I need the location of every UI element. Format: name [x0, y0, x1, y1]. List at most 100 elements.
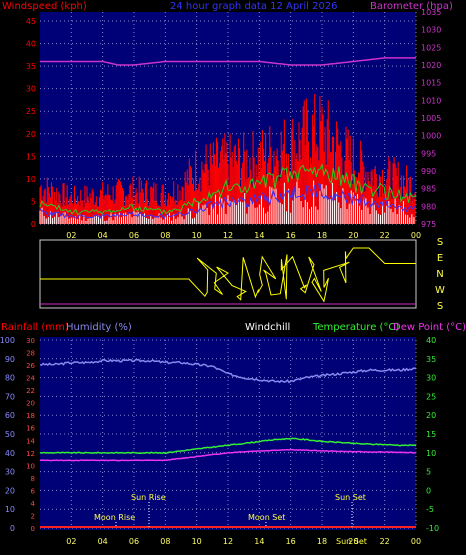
- humidity-y-tick: 26: [26, 362, 35, 370]
- direction-marks: [40, 247, 416, 305]
- windchill-axis-label: Windchill: [245, 322, 290, 333]
- direction-label: S: [437, 237, 443, 248]
- barometer-y-tick: 1020: [421, 61, 441, 70]
- wind-x-tick: 04: [98, 231, 108, 240]
- humidity-y-tick: 20: [26, 400, 35, 408]
- climate-x-tick: 06: [129, 537, 139, 546]
- wind-y-ticks: 0 5 10 15 20 25 30 35 40 45: [26, 17, 36, 229]
- temperature-axis-label: Temperature (°C): [312, 322, 399, 333]
- wind-x-tick: 12: [223, 231, 233, 240]
- temperature-y-tick: 40: [426, 336, 436, 345]
- wind-y-tick: 5: [31, 197, 36, 206]
- wind-y-tick: 20: [26, 130, 36, 139]
- wind-y-tick: 15: [26, 152, 36, 161]
- climate-x-tick: 00: [411, 537, 421, 546]
- rainfall-y-tick: 10: [5, 505, 15, 514]
- climate-x-tick: 20: [348, 537, 358, 546]
- wind-x-tick: 00: [411, 231, 421, 240]
- sun-set-label: Sun Set: [335, 493, 366, 502]
- wind-x-tick: 14: [254, 231, 264, 240]
- climate-x-tick: 12: [223, 537, 233, 546]
- barometer-y-tick: 980: [421, 202, 436, 211]
- wind-x-tick: 06: [129, 231, 139, 240]
- barometer-y-tick: 1010: [421, 96, 441, 105]
- temperature-y-tick: 5: [426, 468, 431, 477]
- wind-x-tick: 20: [348, 231, 358, 240]
- wind-x-tick: 08: [160, 231, 170, 240]
- humidity-y-tick: 24: [26, 375, 35, 383]
- barometer-y-tick: 1005: [421, 114, 441, 123]
- graph-title: 24 hour graph data 12 April 2026: [170, 1, 338, 12]
- temperature-y-tick: 15: [426, 430, 436, 439]
- barometer-axis-label: Barometer (hpa): [370, 1, 453, 12]
- humidity-y-tick: 8: [31, 475, 35, 483]
- humidity-y-tick: 16: [26, 425, 35, 433]
- moon-set-label: Moon Set: [248, 513, 285, 522]
- sun-rise-label: Sun Rise: [131, 493, 166, 502]
- climate-x-tick: 16: [286, 537, 296, 546]
- humidity-y-tick: 6: [31, 487, 36, 495]
- humidity-y-tick: 2: [31, 512, 35, 520]
- temperature-y-tick: 30: [426, 374, 436, 383]
- barometer-y-tick: 1025: [421, 43, 441, 52]
- climate-x-tick: 18: [317, 537, 327, 546]
- barometer-y-tick: 985: [421, 185, 436, 194]
- humidity-y-tick: 28: [26, 350, 35, 358]
- temperature-y-tick: 20: [426, 411, 436, 420]
- rainfall-y-tick: 40: [5, 449, 15, 458]
- rainfall-y-tick: 50: [5, 430, 15, 439]
- wind-y-tick: 0: [31, 220, 36, 229]
- humidity-y-tick: 12: [26, 450, 35, 458]
- humidity-y-tick: 18: [26, 412, 35, 420]
- barometer-y-tick: 1030: [421, 26, 441, 35]
- barometer-y-tick: 1015: [421, 79, 441, 88]
- wind-x-ticks: 02 04 06 08 10 12 14 16 18 20 22 00: [66, 231, 421, 240]
- rainfall-y-tick: 60: [5, 411, 15, 420]
- wind-y-tick: 30: [26, 85, 36, 94]
- climate-x-tick: 10: [192, 537, 202, 546]
- climate-x-tick: 08: [160, 537, 170, 546]
- climate-x-tick: 02: [66, 537, 76, 546]
- rainfall-y-tick: 20: [5, 486, 15, 495]
- wind-x-tick: 10: [192, 231, 202, 240]
- wind-direction-line: [40, 247, 416, 303]
- climate-x-tick: 22: [380, 537, 390, 546]
- wind-y-tick: 45: [26, 17, 36, 26]
- temperature-line: [39, 437, 417, 455]
- temperature-y-tick: 35: [426, 355, 436, 364]
- rainfall-y-tick: 80: [5, 374, 15, 383]
- direction-label: W: [435, 285, 445, 296]
- temperature-y-tick: 10: [426, 449, 436, 458]
- wind-y-tick: 40: [26, 40, 36, 49]
- climate-x-tick: 14: [254, 537, 264, 546]
- direction-label: N: [436, 269, 443, 280]
- climate-events: Sun Rise Sun Set Moon Rise Moon Set: [94, 493, 366, 528]
- rainfall-y-ticks: 0 10 20 30 40 50 60 70 80 90 100: [0, 336, 15, 533]
- wind-x-tick: 02: [66, 231, 76, 240]
- rainfall-y-tick: 70: [5, 392, 15, 401]
- barometer-y-tick: 990: [421, 167, 436, 176]
- windspeed-axis-label: Windspeed (kph): [2, 1, 87, 12]
- temperature-y-tick: -10: [426, 524, 439, 533]
- wind-average-line: [39, 163, 417, 216]
- temperature-y-tick: 0: [426, 486, 431, 495]
- barometer-line: [40, 57, 416, 66]
- temperature-y-tick: 25: [426, 392, 436, 401]
- rainfall-y-tick: 0: [10, 524, 15, 533]
- barometer-y-tick: 995: [421, 149, 436, 158]
- rainfall-y-tick: 90: [5, 355, 15, 364]
- wind-x-tick: 18: [317, 231, 327, 240]
- humidity-line: [39, 358, 417, 384]
- humidity-y-tick: 14: [26, 437, 35, 445]
- wind-marks: [39, 57, 417, 224]
- humidity-y-tick: 4: [31, 500, 36, 508]
- wind-y-tick: 10: [26, 175, 36, 184]
- sun-set-bottom-label: Sun Set: [336, 537, 367, 546]
- climate-x-ticks: 02 04 06 08 10 12 14 16 18 20 22 00: [66, 537, 421, 546]
- wind-x-tick: 16: [286, 231, 296, 240]
- rainfall-y-tick: 100: [0, 336, 15, 345]
- dewpoint-line: [39, 448, 417, 462]
